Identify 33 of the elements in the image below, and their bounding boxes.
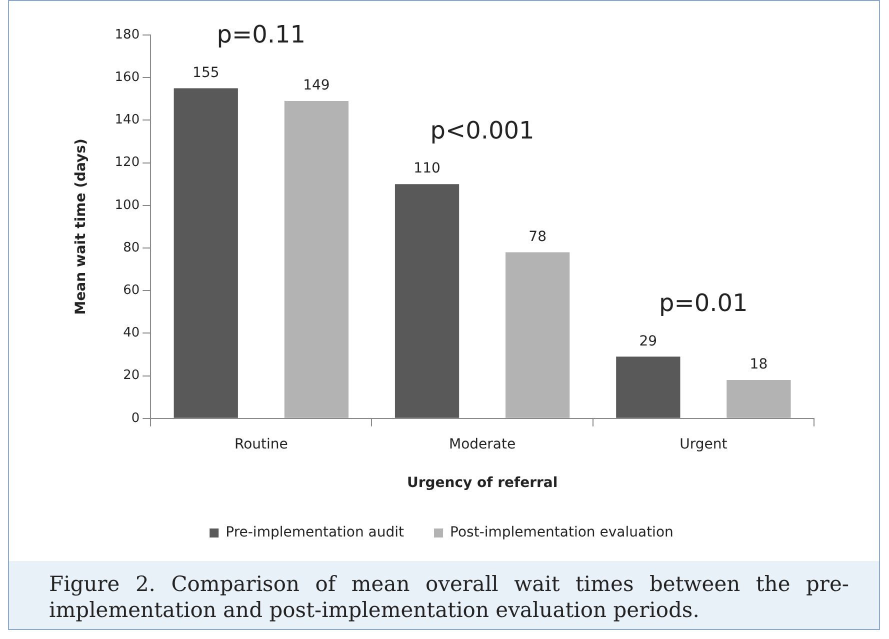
x-axis-title: Urgency of referral <box>406 475 558 492</box>
y-tick-label: 80 <box>123 240 140 256</box>
bar <box>394 184 460 418</box>
y-tick-label: 120 <box>114 155 140 170</box>
legend-label: Pre-implementation audit <box>226 524 405 541</box>
data-label: 78 <box>528 228 547 245</box>
data-label: 155 <box>192 64 220 81</box>
y-axis-title: Mean wait time (days) <box>73 138 90 315</box>
annotation: p<0.001 <box>430 116 534 144</box>
bar <box>616 356 680 418</box>
y-tick-label: 60 <box>123 282 140 298</box>
annotation: p=0.11 <box>216 20 306 48</box>
data-label: 149 <box>303 78 330 94</box>
bar <box>506 252 570 418</box>
y-tick-label: 180 <box>114 27 140 42</box>
data-label: 18 <box>750 356 768 373</box>
x-tick-label: Moderate <box>449 436 516 452</box>
annotation: p=0.01 <box>659 288 748 317</box>
y-tick-label: 140 <box>114 112 140 128</box>
y-tick-label: 20 <box>123 368 140 384</box>
caption: Figure 2. Comparison of mean overall wait times between the pre-implementation and post-implementation evaluation periods. <box>49 571 849 623</box>
y-tick-label: 0 <box>131 410 140 426</box>
y-tick-label: 160 <box>114 70 140 85</box>
y-tick-label: 40 <box>123 326 140 341</box>
bar <box>284 101 349 418</box>
y-tick-label: 100 <box>114 198 140 213</box>
bar <box>174 88 238 418</box>
legend-label: Post-implementation evaluation <box>450 524 674 541</box>
data-label: 29 <box>639 333 658 350</box>
x-tick-label: Routine <box>234 436 288 452</box>
data-label: 110 <box>414 160 440 177</box>
bar <box>726 380 791 418</box>
x-tick-label: Urgent <box>680 436 728 452</box>
